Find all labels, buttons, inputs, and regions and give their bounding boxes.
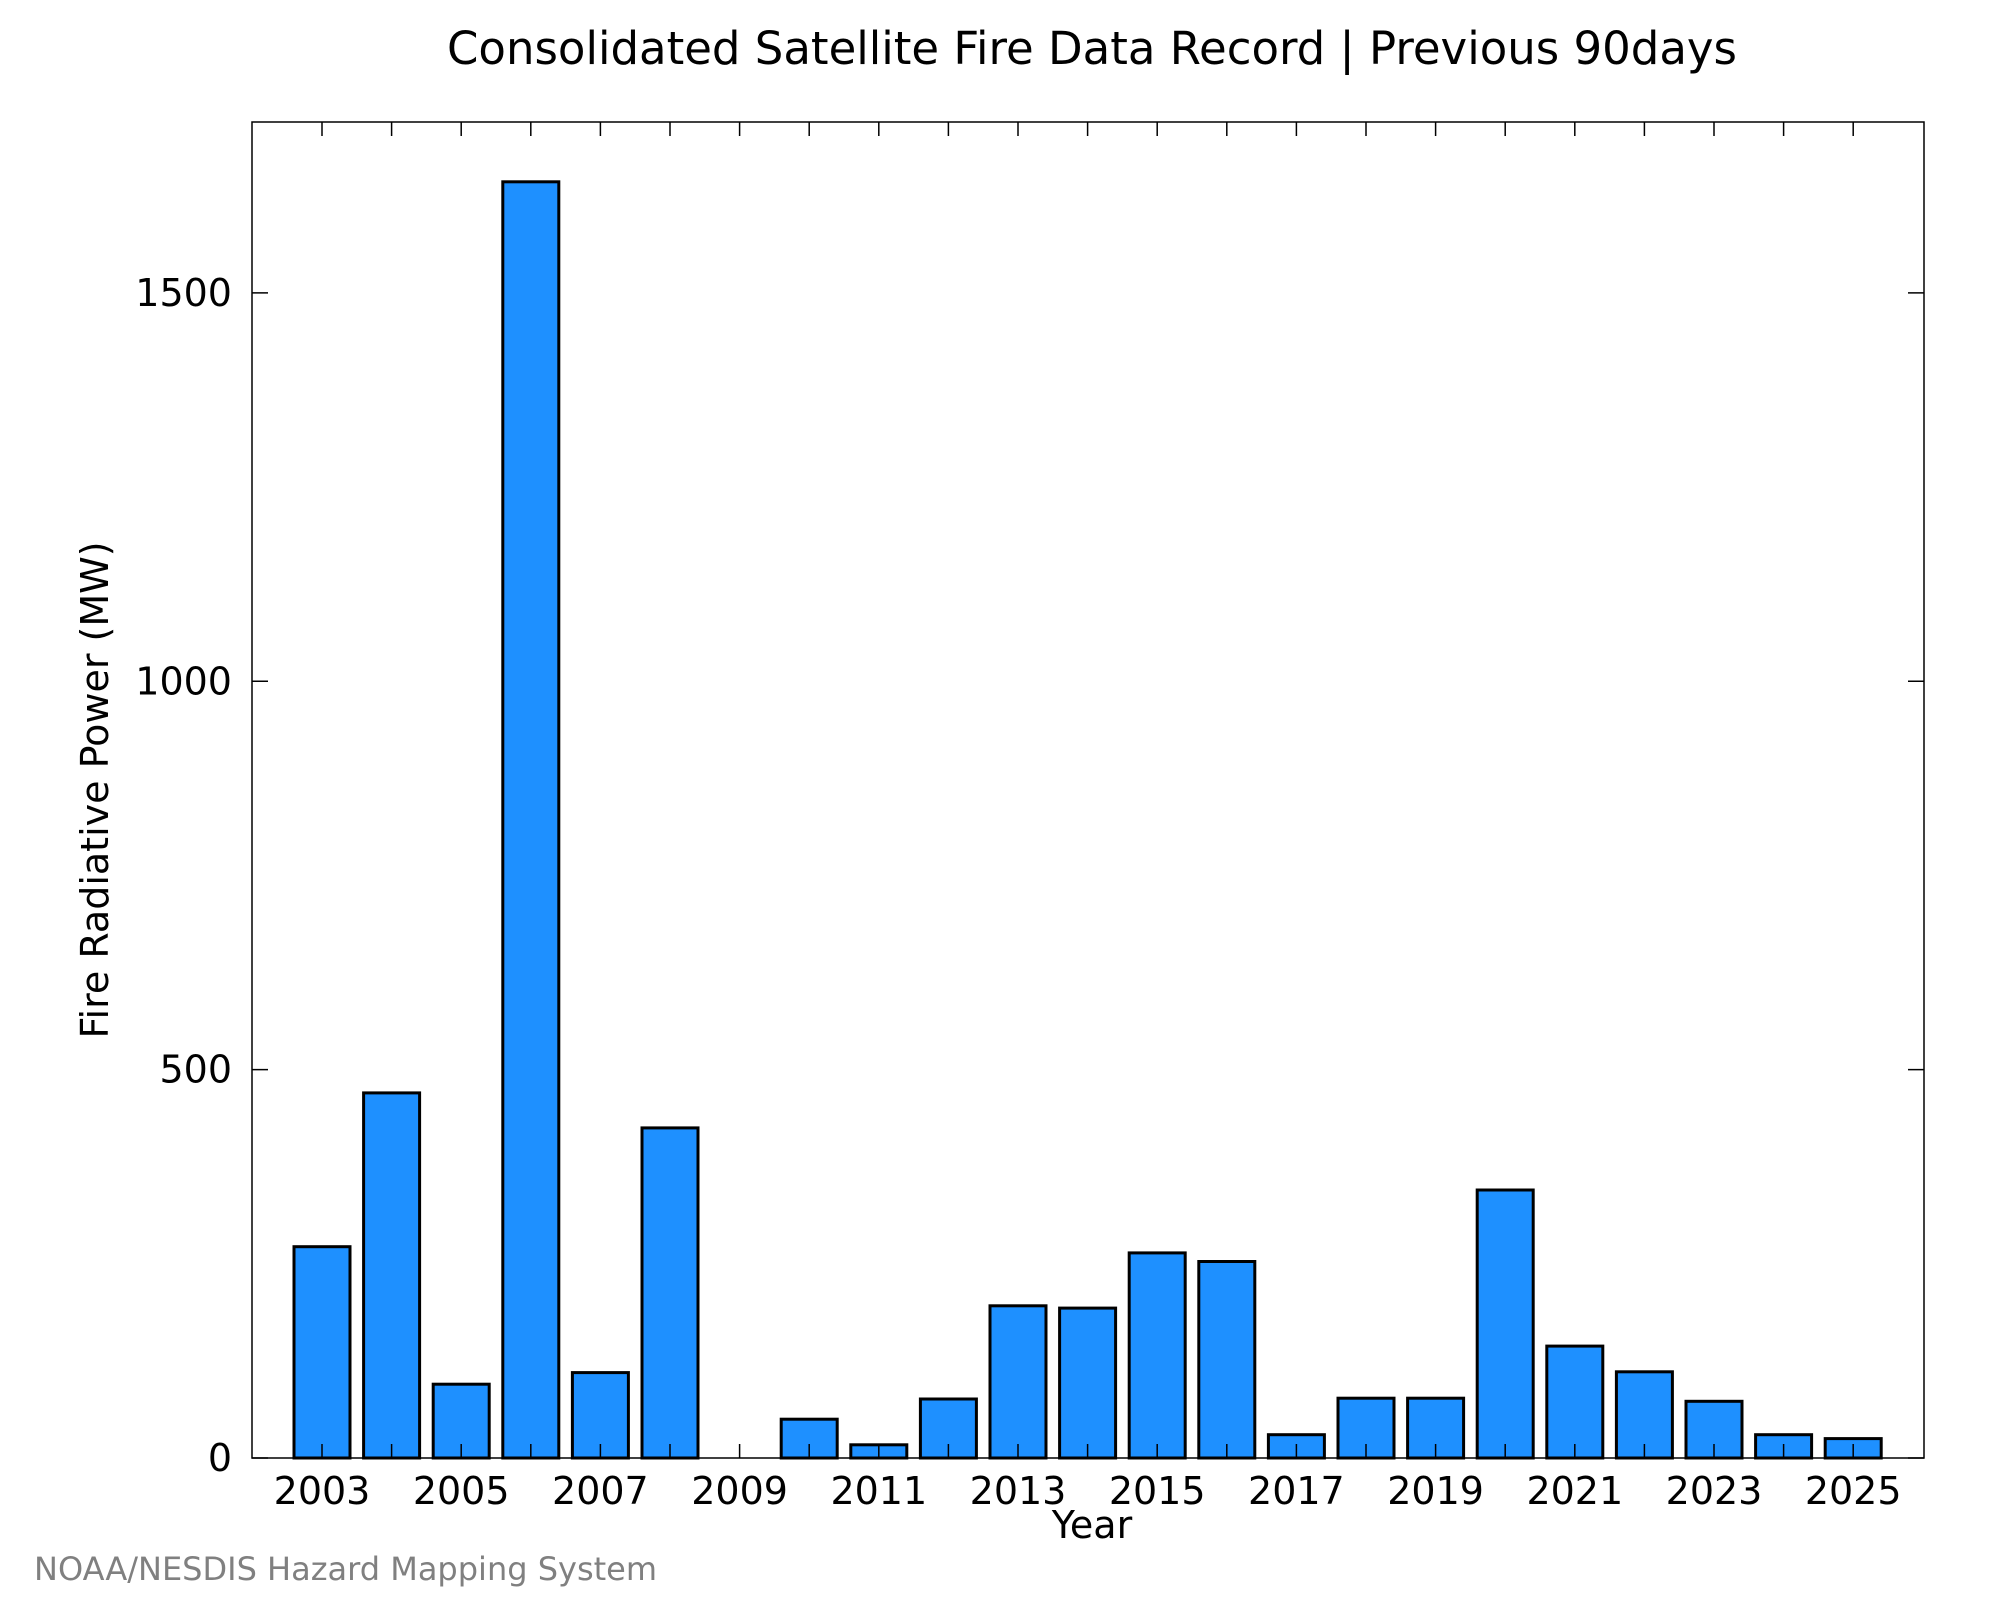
ticks-group: 2003 2005 2007 2009 2011 2013 2015 2017 2019 2021… — [135, 122, 1924, 1513]
x-tick-label-2017: 2017 — [1248, 1469, 1345, 1513]
x-tick-label-2009: 2009 — [691, 1469, 788, 1513]
x-tick-label-2003: 2003 — [274, 1469, 371, 1513]
plot-frame — [251, 121, 1925, 1459]
credit-text: NOAA/NESDIS Hazard Mapping System — [34, 1550, 657, 1588]
y-tick-label-1500: 1500 — [135, 271, 232, 315]
chart-title: Consolidated Satellite Fire Data Record … — [447, 22, 1737, 75]
bars-group — [292, 180, 1883, 1460]
bar-2008 — [640, 1126, 700, 1460]
x-tick-label-2023: 2023 — [1666, 1469, 1763, 1513]
y-tick-label-500: 500 — [159, 1048, 232, 1092]
x-tick-label-2013: 2013 — [970, 1469, 1067, 1513]
y-axis-label: Fire Radiative Power (MW) — [73, 541, 117, 1038]
x-axis-label: Year — [1051, 1503, 1133, 1547]
x-tick-label-2011: 2011 — [830, 1469, 927, 1513]
x-tick-label-2025: 2025 — [1805, 1469, 1902, 1513]
bar-2013 — [988, 1304, 1048, 1460]
y-tick-label-1000: 1000 — [135, 659, 232, 703]
x-tick-label-2005: 2005 — [413, 1469, 510, 1513]
bar-2022 — [1614, 1370, 1674, 1460]
y-tick-label-0: 0 — [208, 1436, 232, 1480]
bar-2015 — [1127, 1251, 1187, 1460]
bar-2016 — [1197, 1260, 1257, 1460]
bar-2003 — [292, 1245, 352, 1460]
bar-2020 — [1475, 1188, 1535, 1460]
bar-2014 — [1058, 1306, 1118, 1460]
x-tick-label-2007: 2007 — [552, 1469, 649, 1513]
x-tick-label-2019: 2019 — [1387, 1469, 1484, 1513]
x-tick-label-2015: 2015 — [1109, 1469, 1206, 1513]
bar-2004 — [362, 1091, 422, 1460]
bar-2021 — [1545, 1344, 1605, 1460]
x-tick-label-2021: 2021 — [1526, 1469, 1623, 1513]
bar-2006 — [501, 180, 561, 1460]
